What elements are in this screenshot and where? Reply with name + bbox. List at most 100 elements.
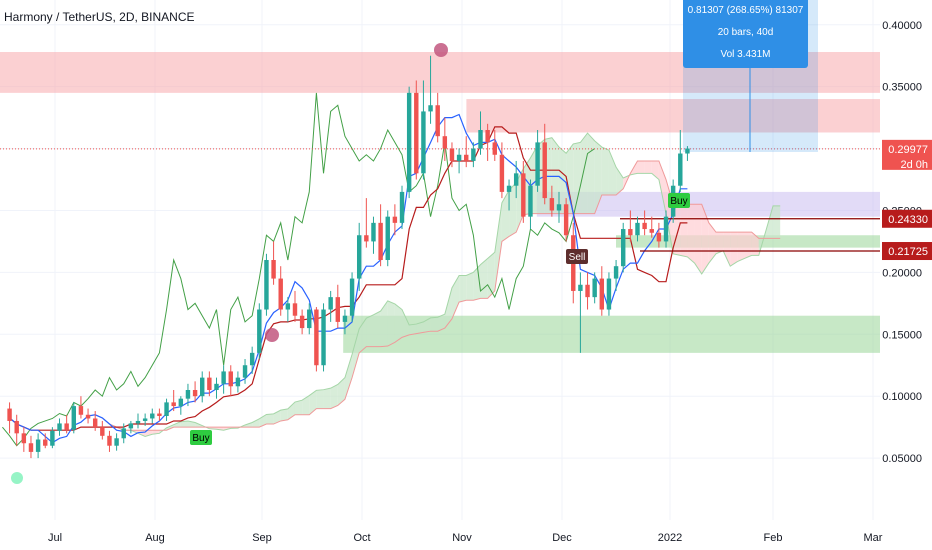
cloud-segment [294, 400, 303, 415]
cloud-segment [680, 204, 688, 257]
candle-body [499, 154, 505, 192]
cloud-segment [166, 424, 174, 431]
candle-body [556, 204, 562, 211]
candle-body [235, 377, 241, 387]
candle-body [428, 105, 433, 112]
level-a-label: 0.24330 [888, 214, 928, 226]
cloud-segment [451, 275, 460, 319]
lagging-span-line [2, 92, 595, 447]
candle-body [535, 142, 540, 186]
current-price-label-box [882, 139, 932, 170]
candle-body [342, 315, 348, 322]
x-tick-label: Oct [353, 532, 370, 544]
measure-tooltip: 0.81307 (268.65%) 81307 20 bars, 40d Vol… [683, 0, 808, 68]
candle-body [264, 260, 269, 310]
candle-body [563, 204, 569, 236]
candle-body [492, 142, 497, 155]
top-marker [434, 43, 448, 57]
cloud-segment [273, 410, 281, 425]
candle-body [592, 278, 597, 298]
zones [0, 52, 880, 353]
candle-body [285, 303, 291, 310]
cloud-segment [573, 142, 581, 214]
candle-body [449, 148, 455, 161]
candle-body [506, 185, 512, 192]
measure-change: 0.81307 (268.65%) 81307 [687, 5, 804, 16]
candle-body [14, 420, 19, 434]
candle-body [50, 430, 55, 446]
cloud-segment [173, 421, 181, 428]
candle-body [314, 309, 319, 366]
sell-signal: Sell [566, 249, 588, 264]
cloud-segment [751, 232, 759, 256]
cloud-segment [180, 420, 188, 428]
cloud-segment [145, 430, 153, 437]
candle-body [635, 222, 640, 236]
candle-body [242, 365, 248, 378]
candles [7, 55, 690, 459]
candle-body [656, 232, 662, 242]
candle-body [521, 173, 526, 217]
x-tick-label: Aug [145, 532, 165, 544]
candle-body [649, 229, 654, 233]
candle-body [21, 433, 27, 444]
candle-body [107, 435, 112, 446]
candle-body [249, 352, 255, 366]
mid-marker [265, 328, 279, 342]
cloud-segment [352, 328, 360, 378]
cloud-segment [344, 354, 353, 400]
cloud-segment [430, 317, 438, 332]
countdown-label: 2d 0h [900, 159, 928, 171]
candle-body [371, 222, 376, 242]
cloud-segment [715, 232, 724, 254]
buy-signal-text: Buy [192, 433, 209, 444]
candle-body [178, 398, 184, 407]
candle-body [606, 278, 612, 310]
cloud-segment [323, 388, 331, 409]
cloud-segment [337, 377, 345, 406]
cloud-segment [594, 140, 602, 214]
cloud-segment [773, 205, 781, 239]
cloud-segment [616, 167, 624, 195]
zone-red [466, 99, 880, 133]
candle-body [150, 413, 155, 419]
cloud-segment [459, 275, 467, 303]
candle-body [406, 92, 412, 192]
current-price-label: 0.29977 [888, 144, 928, 156]
cloud-segment [551, 137, 559, 214]
candle-body [207, 377, 212, 390]
candle-body [171, 402, 176, 407]
candle-body [685, 148, 690, 154]
cloud-segment [765, 205, 774, 239]
cloud-segment [744, 232, 752, 259]
candle-body [328, 297, 333, 310]
cloud-segment [708, 222, 716, 264]
candle-body [399, 191, 405, 223]
candle-body [43, 439, 48, 446]
candle-body [335, 297, 341, 322]
candle-body [321, 309, 326, 366]
cloud-segment [252, 418, 260, 428]
candle-body [299, 315, 305, 329]
cloud-segment [509, 182, 517, 237]
cloud-segment [302, 395, 310, 415]
cloud-segment [587, 133, 595, 214]
candle-body [414, 92, 419, 174]
base-line [9, 126, 688, 431]
x-tick-label: Jul [48, 532, 62, 544]
candle-body [228, 371, 233, 387]
cloud-segment [566, 143, 574, 214]
cloud-segment [480, 258, 488, 299]
candle-body [678, 153, 683, 186]
time-axis[interactable]: Jul Aug Sep Oct Nov Dec 2022 Feb Mar [48, 532, 883, 544]
candle-body [121, 428, 126, 439]
candle-body [578, 284, 583, 291]
y-tick-label: 0.05000 [882, 453, 922, 465]
cloud-segment [394, 303, 403, 343]
cloud-segment [423, 317, 431, 333]
cloud-segment [373, 311, 381, 347]
candle-body [85, 414, 91, 419]
sell-signal-box [566, 249, 588, 264]
price-axis[interactable]: 0.400000.350000.300000.250000.200000.150… [882, 20, 932, 465]
cloud-segment [259, 414, 267, 428]
